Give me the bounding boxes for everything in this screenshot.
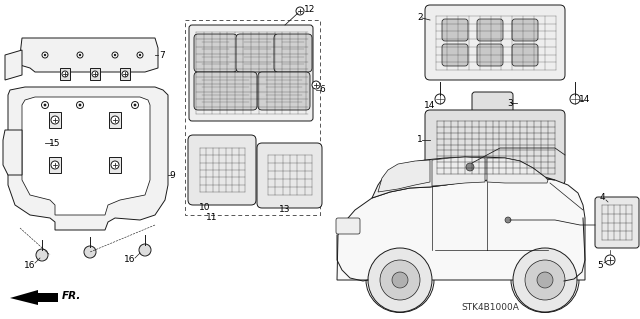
FancyBboxPatch shape <box>188 135 256 205</box>
Text: 6: 6 <box>319 85 325 94</box>
Circle shape <box>537 272 553 288</box>
Circle shape <box>111 161 119 169</box>
FancyBboxPatch shape <box>236 34 279 72</box>
Polygon shape <box>10 290 58 305</box>
Circle shape <box>92 71 98 77</box>
Circle shape <box>137 52 143 58</box>
Text: 1: 1 <box>417 136 423 145</box>
Polygon shape <box>8 87 168 230</box>
Circle shape <box>44 104 46 107</box>
Circle shape <box>513 248 577 312</box>
FancyBboxPatch shape <box>425 110 565 185</box>
FancyBboxPatch shape <box>425 5 565 80</box>
Circle shape <box>51 161 59 169</box>
FancyBboxPatch shape <box>442 44 468 66</box>
Bar <box>60 68 70 80</box>
FancyBboxPatch shape <box>194 72 257 110</box>
Circle shape <box>77 52 83 58</box>
Circle shape <box>42 52 48 58</box>
FancyBboxPatch shape <box>258 72 310 110</box>
Circle shape <box>392 272 408 288</box>
Circle shape <box>505 217 511 223</box>
Circle shape <box>570 94 580 104</box>
FancyBboxPatch shape <box>477 44 503 66</box>
Circle shape <box>466 163 474 171</box>
Text: 12: 12 <box>304 5 316 14</box>
Text: FR.: FR. <box>62 291 81 301</box>
FancyBboxPatch shape <box>257 143 322 208</box>
Circle shape <box>312 81 320 89</box>
Polygon shape <box>432 157 485 186</box>
Polygon shape <box>3 130 22 175</box>
Text: 14: 14 <box>579 95 591 105</box>
Circle shape <box>44 54 46 56</box>
Bar <box>49 157 61 173</box>
Circle shape <box>36 249 48 261</box>
Circle shape <box>435 94 445 104</box>
Circle shape <box>122 71 128 77</box>
Circle shape <box>368 248 432 312</box>
Circle shape <box>111 116 119 124</box>
Circle shape <box>296 7 304 15</box>
Text: 16: 16 <box>24 261 36 270</box>
Text: 13: 13 <box>279 205 291 214</box>
FancyBboxPatch shape <box>189 25 313 121</box>
Polygon shape <box>487 158 548 183</box>
Circle shape <box>79 54 81 56</box>
Circle shape <box>131 101 138 108</box>
Text: 2: 2 <box>417 13 423 23</box>
Text: 16: 16 <box>124 256 136 264</box>
Circle shape <box>380 260 420 300</box>
Bar <box>90 68 100 80</box>
Bar <box>120 68 130 80</box>
Circle shape <box>51 116 59 124</box>
FancyBboxPatch shape <box>194 34 237 72</box>
Polygon shape <box>378 160 430 192</box>
Circle shape <box>112 52 118 58</box>
Circle shape <box>84 246 96 258</box>
Bar <box>109 112 121 128</box>
Text: 7: 7 <box>159 50 165 60</box>
Polygon shape <box>337 177 585 280</box>
FancyBboxPatch shape <box>274 34 312 72</box>
FancyBboxPatch shape <box>512 44 538 66</box>
Polygon shape <box>5 50 22 80</box>
FancyBboxPatch shape <box>512 19 538 41</box>
FancyBboxPatch shape <box>442 19 468 41</box>
Text: 4: 4 <box>599 192 605 202</box>
Text: 14: 14 <box>424 101 436 110</box>
Circle shape <box>62 71 68 77</box>
Circle shape <box>79 104 81 107</box>
Text: 3: 3 <box>507 99 513 108</box>
FancyBboxPatch shape <box>336 218 360 234</box>
Text: 15: 15 <box>49 138 61 147</box>
Polygon shape <box>22 97 150 215</box>
Polygon shape <box>20 38 158 72</box>
Text: 11: 11 <box>206 213 218 222</box>
FancyBboxPatch shape <box>595 197 639 248</box>
Circle shape <box>139 54 141 56</box>
Bar <box>109 157 121 173</box>
Circle shape <box>134 104 136 107</box>
Text: 5: 5 <box>597 261 603 270</box>
FancyBboxPatch shape <box>477 19 503 41</box>
Bar <box>49 112 61 128</box>
Circle shape <box>114 54 116 56</box>
Text: 10: 10 <box>199 203 211 211</box>
Text: 9: 9 <box>169 170 175 180</box>
Circle shape <box>605 255 615 265</box>
Text: STK4B1000A: STK4B1000A <box>461 303 519 313</box>
FancyBboxPatch shape <box>472 92 513 113</box>
Circle shape <box>139 244 151 256</box>
Circle shape <box>77 101 83 108</box>
Bar <box>185 20 320 215</box>
Circle shape <box>42 101 49 108</box>
Polygon shape <box>372 157 555 198</box>
Circle shape <box>525 260 565 300</box>
